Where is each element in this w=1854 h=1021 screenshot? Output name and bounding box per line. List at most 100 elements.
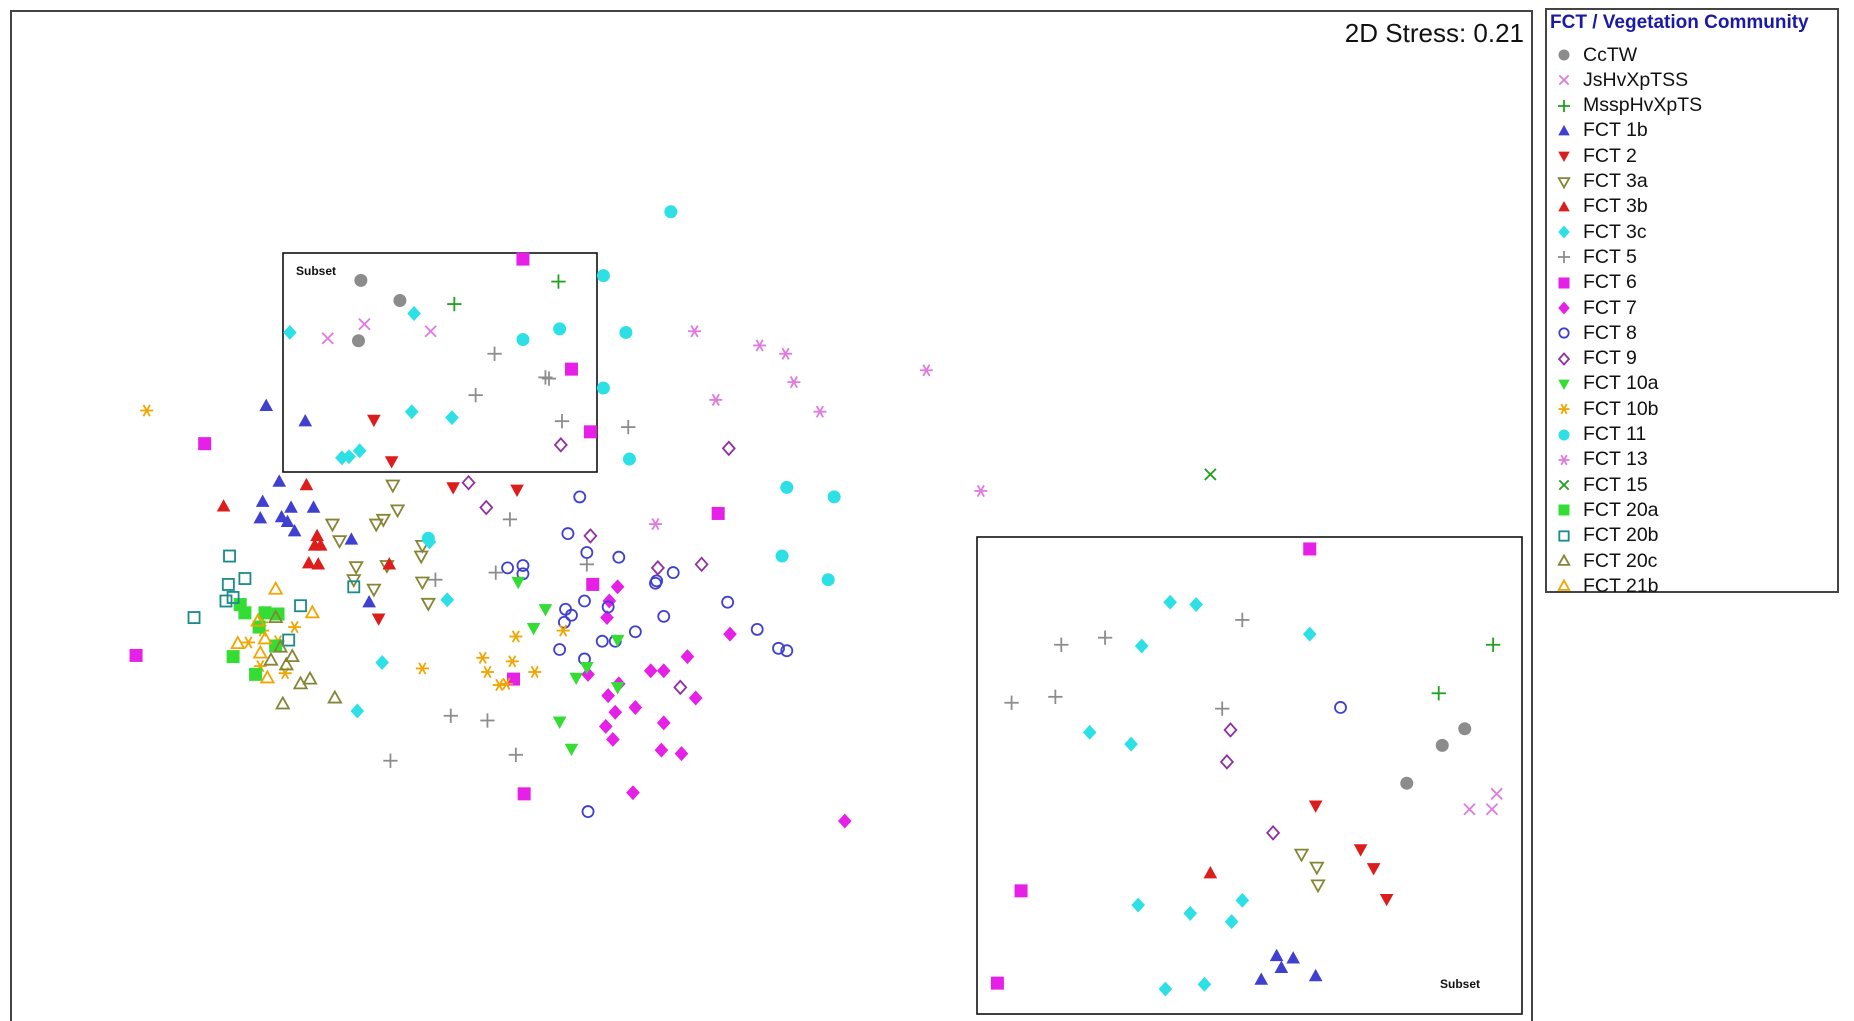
point-fct-21b [230, 635, 246, 650]
point-fct-8 [553, 643, 567, 656]
legend-item-fct-6: FCT 6 [1555, 271, 1637, 294]
legend-item-fct-9: FCT 9 [1555, 347, 1637, 370]
point-fct-5 [480, 713, 495, 728]
point-fct-1b [362, 595, 376, 608]
point-fct-8 [581, 805, 595, 819]
subset-box-large [976, 536, 1523, 1015]
legend-symbol-fct-1b [1558, 124, 1570, 136]
legend-item-fct-20a: FCT 20a [1555, 499, 1659, 521]
point-fct-13 [688, 325, 702, 338]
legend-item-fct-5: FCT 5 [1555, 246, 1637, 268]
point-cctw-subset [1400, 776, 1414, 790]
point-fct-5 [487, 346, 502, 361]
point-fct-7 [654, 742, 669, 758]
point-fct-10a [569, 672, 584, 686]
point-fct-3a-subset [1293, 848, 1310, 863]
point-fct-10b [499, 677, 513, 690]
point-fct-8 [595, 634, 609, 648]
point-fct-11 [553, 322, 567, 336]
point-fct-20b [294, 599, 307, 613]
point-fct-6 [517, 787, 531, 801]
point-fct-1b [344, 532, 359, 545]
series-jshvxptss [321, 318, 1503, 816]
point-fct-10a [526, 623, 541, 636]
point-fct-3c-subset [1131, 897, 1146, 913]
point-cctw-subset [1435, 738, 1449, 752]
point-fct-9 [553, 436, 568, 453]
legend-symbol-fct-6 [1558, 277, 1570, 289]
point-fct-5 [488, 565, 503, 580]
point-fct-7 [601, 688, 615, 704]
point-fct-15 [1204, 468, 1217, 481]
point-fct-7 [600, 610, 614, 626]
point-fct-3a [324, 518, 341, 533]
point-fct-8 [561, 527, 575, 540]
legend-symbol-fct-3c [1558, 225, 1570, 239]
point-fct-8 [612, 550, 626, 564]
point-fct-1b [255, 494, 270, 507]
point-fct-7 [688, 690, 703, 706]
legend-item-fct-10b: FCT 10b [1555, 398, 1659, 420]
point-fct-5 [428, 572, 443, 587]
point-fct-8 [578, 594, 591, 608]
point-fct-2 [367, 414, 381, 428]
point-fct-1b-subset [1286, 951, 1301, 964]
legend-label-fct-20b: FCT 20b [1583, 524, 1659, 547]
subset-box-small [282, 252, 598, 473]
series-cctw [351, 273, 1472, 790]
point-fct-11 [780, 480, 794, 494]
point-jshvxptss [321, 332, 334, 345]
point-fct-2 [371, 613, 386, 626]
point-fct-8 [628, 625, 642, 639]
point-fct-20b [187, 611, 201, 624]
point-fct-13 [919, 364, 933, 377]
series-fct-5 [383, 346, 1250, 768]
legend: FCT / Vegetation Community CcTW JsHvXpTSS… [1545, 8, 1839, 597]
point-fct-1b [306, 500, 321, 513]
series-fct-11 [421, 205, 841, 587]
legend-label-mssphvxpts: MsspHvXpTS [1583, 94, 1703, 117]
legend-label-fct-10b: FCT 10b [1583, 397, 1659, 420]
point-fct-3b [301, 555, 316, 569]
legend-label-fct-3a: FCT 3a [1583, 170, 1648, 192]
point-fct-20b [219, 594, 233, 608]
point-fct-11 [619, 325, 633, 339]
point-fct-7 [581, 666, 595, 682]
point-fct-8 [666, 566, 680, 580]
point-fct-6 [711, 506, 725, 520]
point-cctw [354, 273, 368, 287]
legend-symbol-fct-7 [1558, 301, 1570, 315]
point-fct-3b [382, 557, 397, 570]
legend-symbol-fct-10b [1558, 403, 1570, 415]
legend-item-cctw: CcTW [1555, 44, 1637, 66]
legend-symbol-fct-20a [1558, 504, 1570, 516]
point-fct-10b [556, 624, 570, 637]
legend-label-fct-6: FCT 6 [1583, 271, 1637, 294]
point-fct-10b [492, 678, 506, 692]
point-fct-11 [775, 549, 789, 563]
point-fct-13 [787, 376, 801, 389]
point-fct-5-subset [1215, 701, 1230, 716]
point-fct-2-subset [1366, 863, 1381, 876]
point-fct-20c [272, 638, 289, 653]
point-jshvxptss [358, 318, 371, 331]
point-fct-3b [313, 538, 328, 551]
point-fct-10b [415, 662, 429, 675]
point-fct-10a [552, 716, 567, 729]
point-fct-10a [610, 682, 625, 695]
point-fct-9 [479, 499, 494, 516]
point-fct-1b [272, 474, 287, 487]
point-fct-1b-subset [1274, 960, 1289, 973]
point-fct-3c-subset [1189, 597, 1203, 613]
point-fct-2 [384, 456, 399, 469]
point-fct-6-subset [1014, 884, 1028, 898]
point-fct-3c-subset [1235, 892, 1250, 908]
point-mssphvxpts-subset [1485, 637, 1501, 652]
legend-symbol-fct-20c [1557, 553, 1571, 566]
point-fct-5-subset [1048, 689, 1063, 704]
legend-symbol-fct-5 [1557, 251, 1571, 264]
point-fct-8 [516, 559, 530, 572]
point-fct-7 [610, 579, 625, 595]
point-fct-8 [657, 609, 671, 623]
